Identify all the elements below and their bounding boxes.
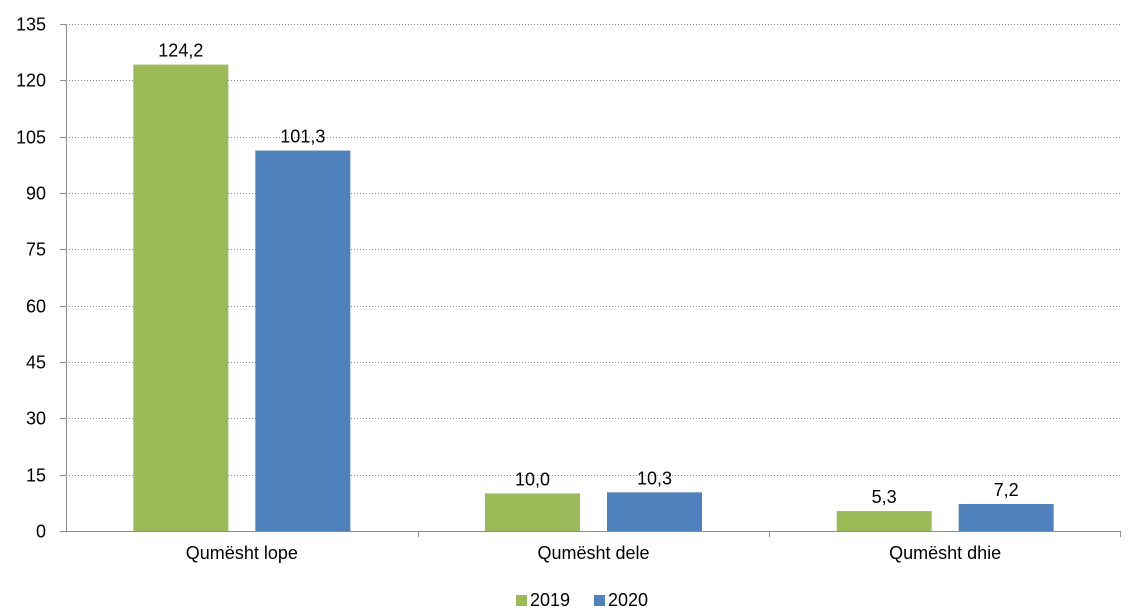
data-labels: 124,2 101,3 10,0 10,3 5,3 7,2 <box>158 41 1018 508</box>
bar-2020 <box>607 492 702 531</box>
y-tick-label: 0 <box>36 522 46 542</box>
y-tick-label: 45 <box>26 353 46 373</box>
axes <box>66 24 1121 537</box>
bars <box>133 64 1054 531</box>
bar-2019 <box>485 493 580 531</box>
data-label: 5,3 <box>872 487 897 507</box>
legend: 2019 2020 <box>516 590 648 610</box>
legend-label: 2020 <box>608 590 648 610</box>
y-tick-label: 15 <box>26 466 46 486</box>
bar-2019 <box>133 64 229 531</box>
data-label: 7,2 <box>994 480 1019 500</box>
data-label: 124,2 <box>158 41 203 61</box>
y-tick-label: 75 <box>26 240 46 260</box>
y-tick-label: 105 <box>16 128 46 148</box>
legend-swatch-2019 <box>516 595 527 606</box>
gridlines <box>66 24 1121 476</box>
y-tick-label: 30 <box>26 409 46 429</box>
data-label: 101,3 <box>280 127 325 147</box>
bar-2019 <box>836 511 932 531</box>
legend-swatch-2020 <box>594 595 605 606</box>
y-axis-tick-labels: 0 15 30 45 60 75 90 105 120 135 <box>16 15 66 542</box>
y-tick-label: 120 <box>16 71 46 91</box>
category-label: Qumësht lope <box>186 543 298 563</box>
data-label: 10,3 <box>637 468 672 488</box>
bar-2020 <box>255 150 351 531</box>
category-label: Qumësht dhie <box>889 543 1001 563</box>
y-tick-label: 90 <box>26 184 46 204</box>
y-tick-label: 60 <box>26 297 46 317</box>
data-label: 10,0 <box>515 469 550 489</box>
bar-2020 <box>958 503 1054 531</box>
legend-label: 2019 <box>530 590 570 610</box>
category-label: Qumësht dele <box>537 543 649 563</box>
category-labels: Qumësht lope Qumësht dele Qumësht dhie <box>186 543 1001 563</box>
y-tick-label: 135 <box>16 15 46 35</box>
